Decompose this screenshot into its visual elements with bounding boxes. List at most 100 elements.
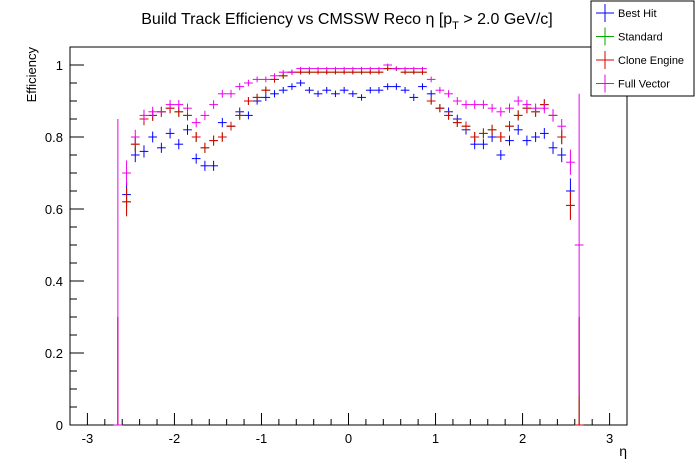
data-point bbox=[200, 142, 210, 153]
data-point bbox=[531, 103, 540, 113]
data-point bbox=[191, 153, 201, 164]
y-tick-label: 0.2 bbox=[45, 346, 63, 361]
data-point bbox=[313, 70, 323, 75]
data-point bbox=[235, 83, 245, 91]
data-point bbox=[339, 86, 349, 94]
data-point bbox=[339, 70, 349, 75]
data-point bbox=[566, 191, 575, 220]
y-tick-label: 0.8 bbox=[45, 130, 63, 145]
data-point bbox=[548, 109, 558, 122]
data-point bbox=[383, 63, 393, 67]
data-point bbox=[183, 124, 192, 135]
x-tick-label: 0 bbox=[345, 431, 352, 446]
data-point bbox=[418, 69, 427, 75]
chart-title-subscript: T bbox=[452, 20, 459, 32]
data-point bbox=[357, 66, 366, 71]
data-point bbox=[513, 124, 523, 135]
data-point bbox=[557, 147, 567, 163]
data-point bbox=[574, 93, 584, 397]
data-point bbox=[348, 90, 358, 98]
data-point bbox=[226, 89, 236, 98]
data-point bbox=[322, 70, 332, 75]
y-tick-label: 0 bbox=[56, 418, 63, 433]
data-point bbox=[374, 66, 384, 71]
data-point bbox=[505, 135, 514, 146]
data-point bbox=[470, 100, 480, 109]
data-point bbox=[496, 149, 506, 161]
data-point bbox=[479, 100, 488, 109]
data-point bbox=[435, 104, 445, 113]
data-point bbox=[244, 97, 253, 105]
data-point bbox=[392, 83, 401, 90]
data-point bbox=[183, 103, 192, 113]
data-point bbox=[557, 119, 567, 134]
data-point bbox=[331, 90, 340, 98]
series-full-vector bbox=[113, 63, 584, 426]
data-point bbox=[461, 100, 471, 109]
data-point bbox=[139, 145, 149, 158]
y-tick-label: 0.6 bbox=[45, 202, 63, 217]
data-point bbox=[548, 141, 558, 154]
x-tick-label: 1 bbox=[432, 431, 439, 446]
legend-entry: Full Vector bbox=[596, 74, 670, 93]
data-point bbox=[418, 66, 427, 71]
legend-box bbox=[590, 0, 695, 97]
legend-label: Best Hit bbox=[618, 8, 657, 20]
data-point bbox=[487, 103, 497, 113]
data-point bbox=[304, 66, 314, 71]
data-point bbox=[235, 111, 245, 120]
data-point bbox=[252, 93, 262, 101]
data-point bbox=[418, 83, 427, 90]
legend: Best Hit Standard Clone Engine Full Vector bbox=[590, 0, 695, 97]
legend-entry: Clone Engine bbox=[596, 51, 684, 69]
data-point bbox=[539, 128, 549, 139]
data-point bbox=[505, 121, 514, 132]
data-point bbox=[348, 70, 358, 75]
data-point bbox=[261, 76, 271, 83]
y-tick-label: 1 bbox=[56, 58, 63, 73]
data-point bbox=[331, 66, 340, 71]
data-point bbox=[296, 70, 305, 75]
data-point bbox=[209, 135, 218, 146]
chart-title: Build Track Efficiency vs CMSSW Reco η [… bbox=[141, 11, 552, 32]
data-point bbox=[113, 119, 123, 426]
legend-label: Clone Engine bbox=[618, 55, 684, 67]
data-point bbox=[165, 99, 175, 110]
data-point bbox=[331, 70, 340, 75]
data-point bbox=[270, 73, 279, 79]
data-point bbox=[426, 76, 436, 83]
x-tick-label: 2 bbox=[519, 431, 526, 446]
data-point bbox=[539, 103, 549, 114]
x-tick-label: -1 bbox=[256, 431, 268, 446]
data-point bbox=[496, 107, 506, 117]
data-point bbox=[261, 93, 271, 101]
data-point bbox=[148, 131, 158, 143]
data-point bbox=[374, 86, 384, 94]
y-axis-ticks: 0 0.2 0.4 0.6 0.8 1 bbox=[45, 58, 84, 433]
data-point bbox=[287, 83, 297, 90]
data-point bbox=[200, 160, 210, 171]
data-point bbox=[339, 66, 349, 71]
data-point bbox=[522, 135, 532, 146]
data-point bbox=[322, 66, 332, 71]
data-point bbox=[157, 107, 166, 117]
data-point bbox=[139, 109, 149, 122]
data-point bbox=[383, 66, 393, 71]
data-point bbox=[365, 66, 375, 71]
data-point bbox=[217, 132, 227, 142]
data-point bbox=[296, 66, 305, 71]
data-point bbox=[174, 139, 184, 150]
data-point bbox=[531, 131, 540, 143]
data-point bbox=[270, 90, 279, 98]
data-point bbox=[513, 96, 523, 106]
data-point bbox=[304, 70, 314, 75]
x-axis-ticks: -3 -2 -1 0 1 2 3 bbox=[82, 413, 613, 446]
data-point bbox=[174, 99, 184, 110]
data-point bbox=[191, 131, 201, 143]
data-point bbox=[157, 142, 166, 153]
data-point bbox=[522, 99, 532, 110]
legend-label: Full Vector bbox=[618, 79, 670, 91]
data-point bbox=[278, 70, 288, 75]
data-point bbox=[505, 103, 514, 113]
